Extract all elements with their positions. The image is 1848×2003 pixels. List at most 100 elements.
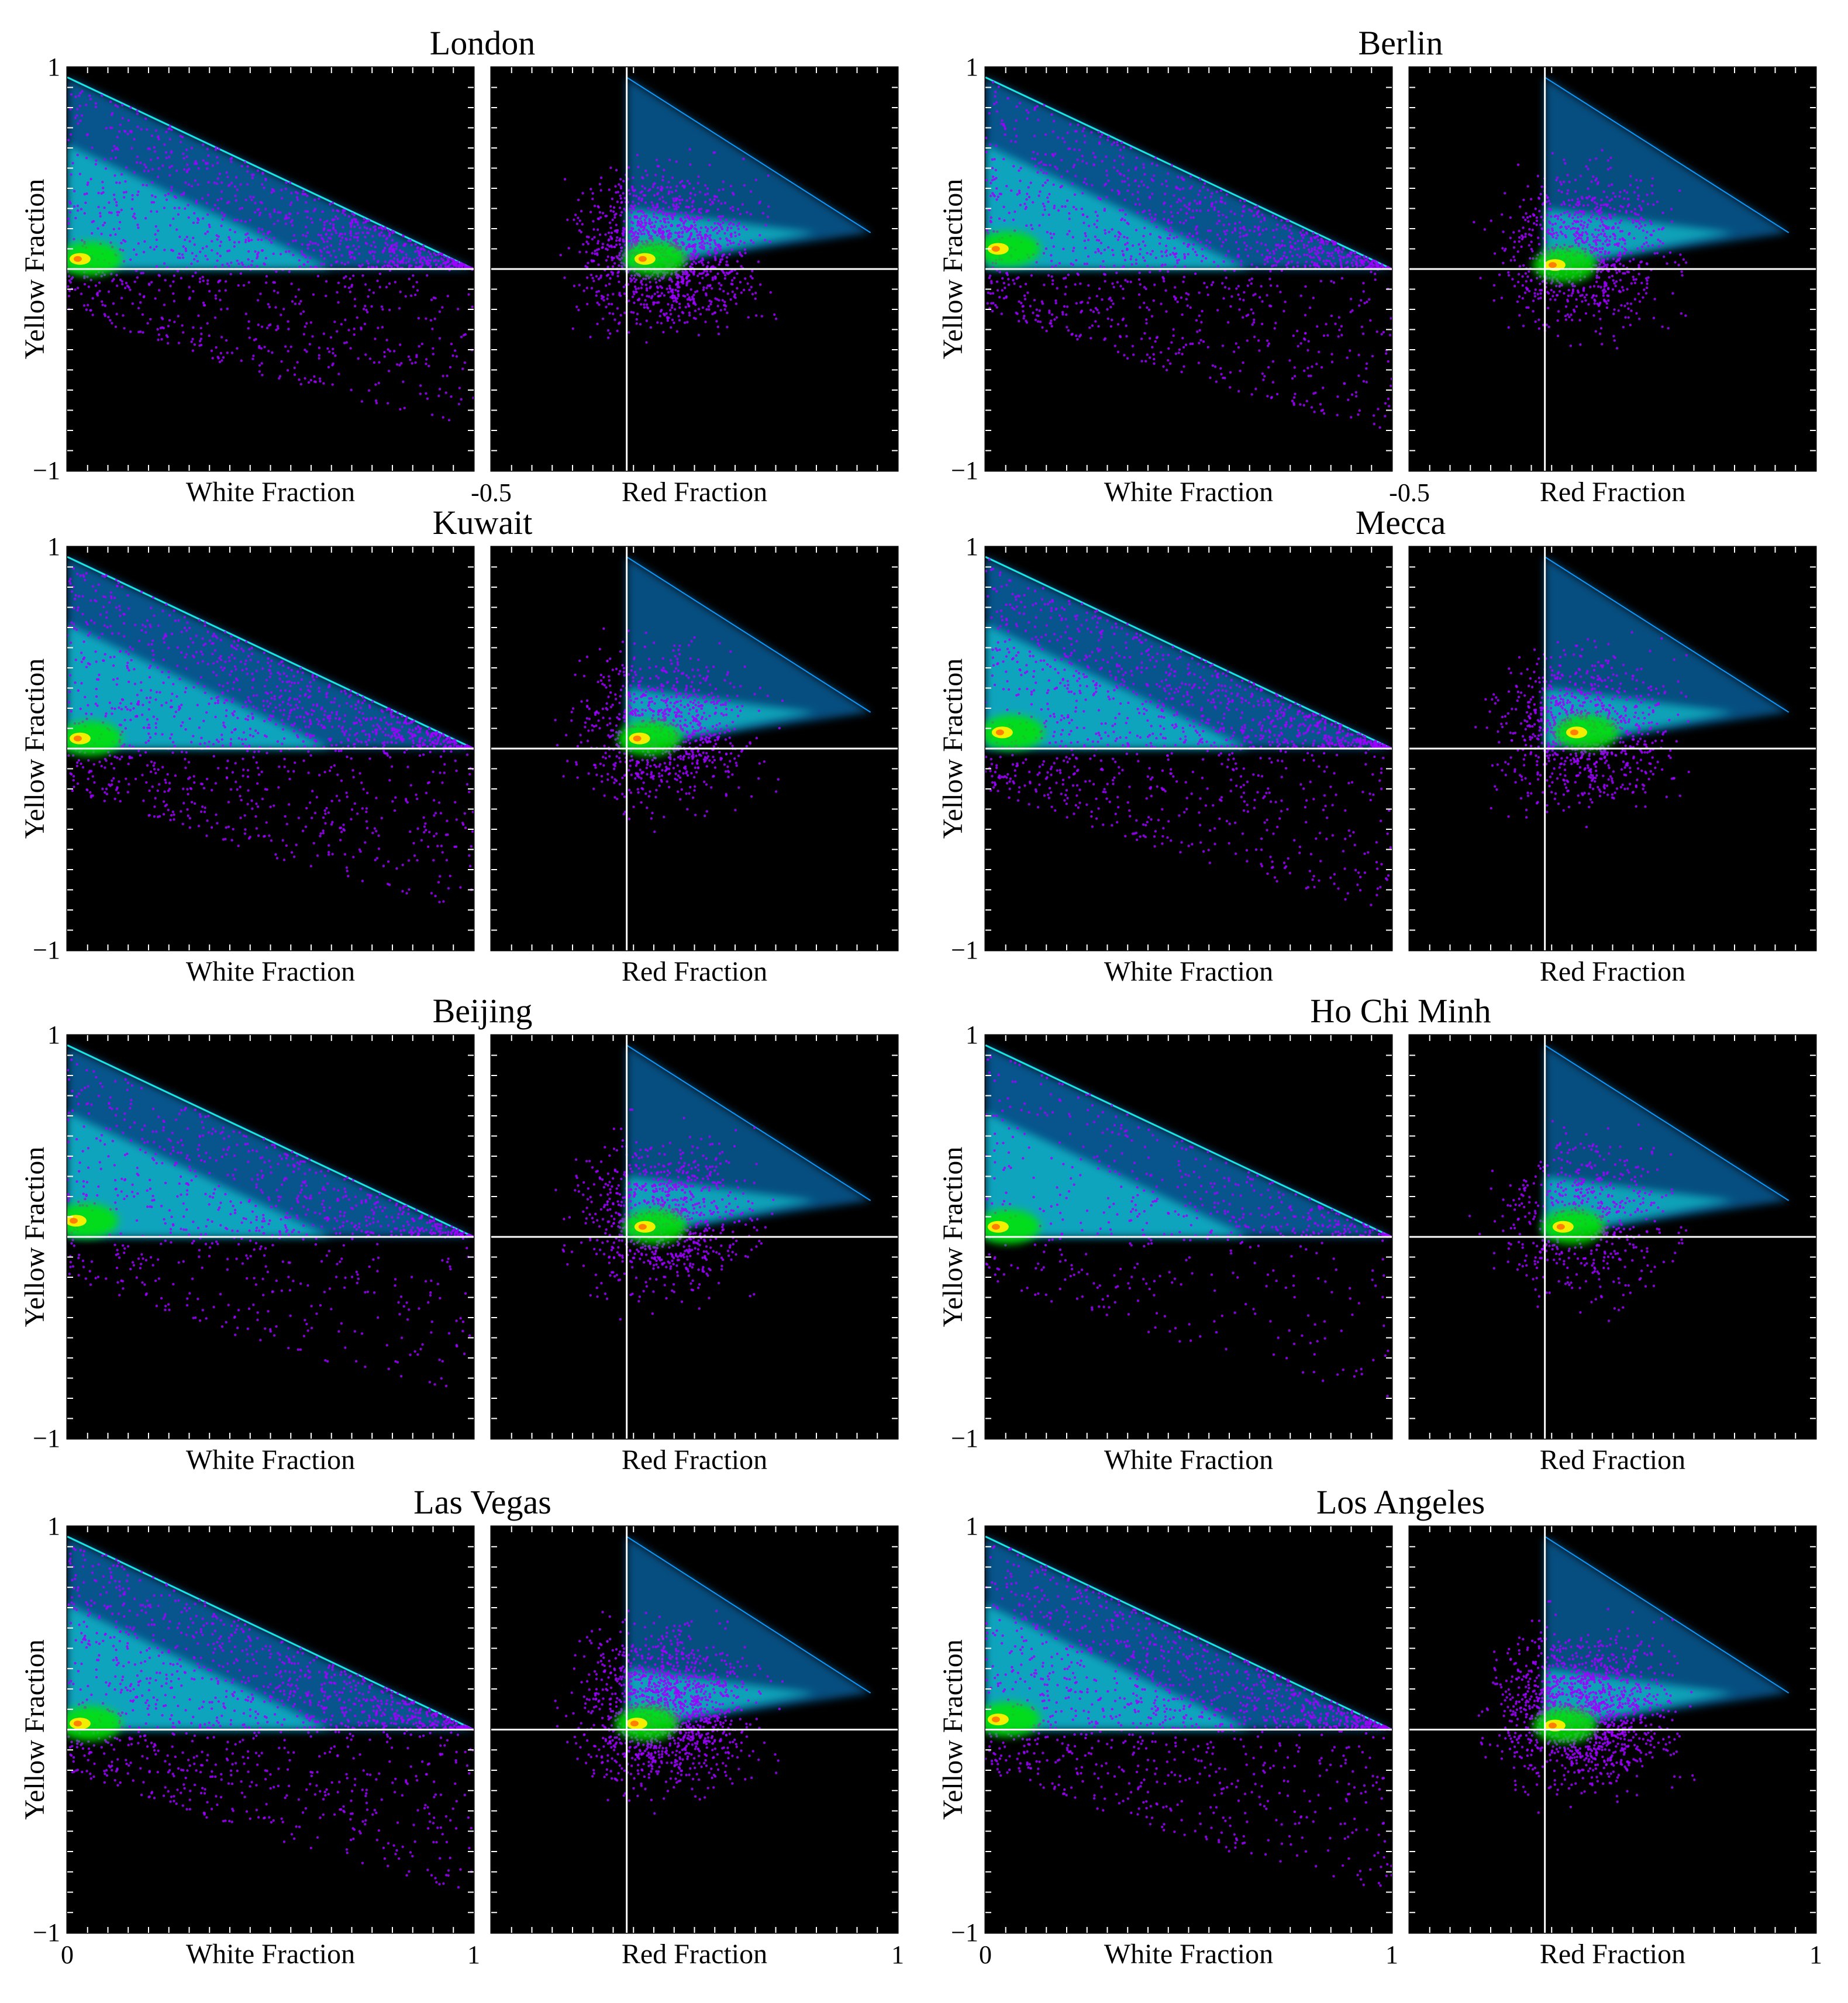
scatter-point [1013, 282, 1016, 285]
scatter-point [270, 191, 273, 194]
scatter-point [701, 306, 705, 309]
scatter-point [1153, 174, 1156, 177]
scatter-point [244, 238, 247, 242]
scatter-point [1239, 235, 1242, 238]
scatter-point [370, 244, 373, 247]
scatter-point [296, 192, 299, 195]
scatter-point [263, 346, 266, 349]
scatter-point [378, 233, 381, 236]
scatter-point [1328, 260, 1331, 263]
scatter-point [687, 238, 690, 241]
scatter-point [301, 253, 304, 256]
scatter-point [1239, 199, 1242, 202]
scatter-point [1243, 228, 1246, 231]
scatter-point [115, 181, 118, 184]
scatter-point [597, 228, 599, 231]
scatter-point [258, 370, 261, 373]
scatter-point [1036, 171, 1039, 174]
scatter-point [323, 223, 326, 226]
scatter-point [1537, 243, 1541, 246]
scatter-point [1039, 190, 1042, 193]
scatter-point [157, 338, 160, 342]
scatter-point [1349, 298, 1353, 301]
scatter-point [728, 253, 731, 256]
scatter-point [1370, 266, 1373, 268]
scatter-point [1223, 286, 1227, 289]
white-fraction-panel: White Fraction [66, 66, 475, 508]
scatter-point [1620, 304, 1623, 307]
scatter-point [1165, 310, 1168, 313]
scatter-point [677, 315, 680, 318]
scatter-point [1215, 380, 1218, 383]
scatter-point [671, 297, 674, 299]
scatter-point [1340, 333, 1343, 337]
scatter-point [1518, 314, 1521, 317]
scatter-point [1616, 254, 1619, 257]
scatter-point [1340, 256, 1343, 258]
scatter-point [1221, 344, 1225, 347]
scatter-point [1327, 240, 1330, 243]
scatter-point [646, 295, 649, 298]
scatter-point [247, 236, 250, 240]
scatter-point [660, 189, 663, 192]
scatter-point [434, 297, 437, 300]
scatter-point [1212, 281, 1215, 284]
scatter-point [1479, 277, 1482, 280]
scatter-point [1320, 366, 1323, 369]
scatter-point [656, 285, 658, 288]
scatter-point [1184, 219, 1188, 222]
scatter-point [1603, 234, 1606, 237]
density-peak-green [67, 241, 122, 277]
scatter-point [1124, 213, 1127, 216]
scatter-point [1649, 220, 1652, 223]
scatter-point [1238, 308, 1241, 311]
scatter-point [131, 194, 134, 197]
scatter-point [349, 250, 351, 253]
scatter-point [1033, 108, 1036, 111]
scatter-point [306, 260, 309, 263]
scatter-point [244, 198, 247, 202]
scatter-point [1103, 249, 1106, 251]
scatter-point [350, 388, 353, 391]
scatter-point [747, 316, 750, 319]
scatter-point [597, 218, 600, 220]
scatter-point [1097, 311, 1101, 314]
scatter-point [1225, 238, 1228, 242]
scatter-point [648, 219, 651, 222]
scatter-point [601, 317, 605, 320]
scatter-point [1156, 164, 1159, 167]
scatter-point [1284, 227, 1287, 230]
scatter-point [1186, 235, 1189, 239]
scatter-point [86, 133, 89, 136]
scatter-point [720, 258, 724, 261]
scatter-point [1190, 216, 1192, 219]
scatter-point [1004, 127, 1006, 130]
scatter-point [353, 213, 356, 216]
scatter-point [620, 261, 623, 264]
scatter-point [1257, 215, 1260, 218]
scatter-point [617, 270, 620, 273]
scatter-point [689, 163, 692, 166]
scatter-point [1144, 244, 1147, 247]
scatter-point [256, 255, 259, 258]
scatter-point [268, 230, 271, 233]
scatter-point [1076, 272, 1079, 275]
density-peak-orange [991, 246, 1000, 252]
scatter-point [573, 218, 575, 221]
scatter-point [391, 232, 394, 235]
scatter-point [313, 208, 317, 211]
scatter-point [285, 217, 288, 220]
scatter-point [1269, 270, 1272, 273]
scatter-point [1276, 223, 1279, 226]
scatter-point [135, 161, 139, 164]
scatter-point [636, 153, 639, 157]
scatter-point [1193, 199, 1197, 202]
scatter-point [242, 284, 246, 287]
scatter-point [150, 158, 153, 161]
scatter-point [1607, 299, 1610, 302]
scatter-point [1161, 275, 1164, 279]
scatter-point [1075, 130, 1078, 133]
scatter-point [67, 275, 71, 278]
scatter-point [1139, 306, 1142, 309]
scatter-point [404, 295, 407, 298]
